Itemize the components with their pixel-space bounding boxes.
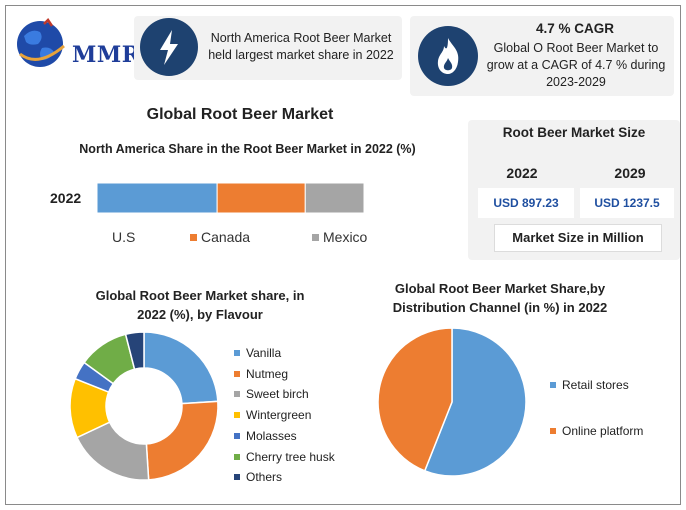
logo-text: MMR [72, 42, 141, 68]
market-size-box: Root Beer Market Size 2022 2029 USD 897.… [468, 120, 680, 260]
market-size-title: Root Beer Market Size [502, 125, 646, 140]
distribution-pie-chart [377, 327, 527, 477]
bar-segment-mexico [304, 182, 365, 214]
cagr-heading: 4.7 % CAGR [535, 21, 615, 36]
legend-swatch [234, 474, 240, 481]
year-label-2022: 2022 [506, 165, 538, 181]
cagr-text: Global O Root Beer Market to grow at a C… [486, 41, 666, 89]
donut-legend-item-wintergreen: Wintergreen [234, 408, 311, 422]
flavour-donut-chart [69, 331, 219, 481]
legend-swatch [190, 233, 197, 241]
pie-legend-item-retail-stores: Retail stores [550, 378, 629, 392]
market-value-2029: USD 1237.5 [580, 188, 674, 218]
bar-legend-item-u-s: U.S [112, 229, 135, 245]
legend-swatch [234, 370, 240, 377]
brand-logo: MMR [14, 16, 140, 78]
year-label-2029: 2029 [614, 165, 646, 181]
donut-legend-item-sweet-birch: Sweet birch [234, 387, 309, 401]
legend-swatch [234, 391, 240, 398]
legend-swatch [234, 412, 240, 419]
donut-legend-item-molasses: Molasses [234, 429, 297, 443]
legend-label: Online platform [562, 424, 644, 438]
bar-segment-canada [216, 182, 306, 214]
donut-chart-title: Global Root Beer Market share, in 2022 (… [95, 288, 305, 322]
legend-swatch [234, 453, 240, 460]
lightning-icon [160, 30, 178, 65]
bar-legend-item-canada: Canada [190, 229, 250, 245]
legend-swatch [550, 428, 556, 434]
legend-swatch [234, 432, 240, 439]
legend-label: U.S [112, 229, 136, 245]
donut-legend-item-nutmeg: Nutmeg [234, 367, 288, 381]
pie-slice-online-platform [377, 327, 453, 472]
bar-category-label: 2022 [50, 190, 81, 206]
legend-label: Others [246, 470, 283, 485]
legend-label: Nutmeg [246, 366, 289, 381]
legend-label: Retail stores [562, 378, 629, 392]
donut-slice-others [124, 331, 145, 371]
highlight-box-region: North America Root Beer Market held larg… [134, 16, 402, 80]
page-title: Global Root Beer Market [146, 106, 334, 123]
legend-swatch [550, 382, 556, 388]
donut-legend-item-cherry-tree-husk: Cherry tree husk [234, 450, 335, 464]
lightning-icon-badge [140, 18, 198, 76]
legend-label: Canada [201, 229, 251, 245]
pie-chart-title: Global Root Beer Market Share,by Distrib… [392, 281, 608, 315]
market-size-unit: Market Size in Million [494, 224, 662, 252]
legend-label: Wintergreen [246, 408, 312, 423]
donut-slice-vanilla [143, 331, 219, 405]
pie-legend-item-online-platform: Online platform [550, 424, 643, 438]
legend-label: Mexico [323, 229, 368, 245]
legend-label: Vanilla [246, 346, 282, 360]
legend-label: Cherry tree husk [246, 449, 335, 464]
bar-segment-u-s [96, 182, 218, 214]
flame-icon [437, 38, 459, 74]
donut-legend-item-others: Others [234, 470, 282, 484]
market-value-2022: USD 897.23 [478, 188, 574, 218]
donut-legend-item-vanilla: Vanilla [234, 346, 281, 360]
legend-label: Molasses [246, 428, 297, 443]
stacked-bar-chart: 2022 [50, 182, 365, 214]
flame-icon-badge [418, 26, 478, 86]
legend-swatch [234, 350, 240, 356]
globe-icon [17, 18, 65, 67]
region-highlight-text: North America Root Beer Market held larg… [208, 31, 394, 62]
legend-label: Sweet birch [246, 387, 309, 402]
bar-chart-title: North America Share in the Root Beer Mar… [79, 142, 416, 156]
bar-legend-item-mexico: Mexico [312, 229, 367, 245]
legend-swatch [312, 233, 319, 241]
pie-slice-retail-stores [423, 327, 527, 477]
highlight-box-cagr: 4.7 % CAGR Global O Root Beer Market to … [410, 16, 674, 96]
donut-slice-nutmeg [145, 400, 219, 481]
